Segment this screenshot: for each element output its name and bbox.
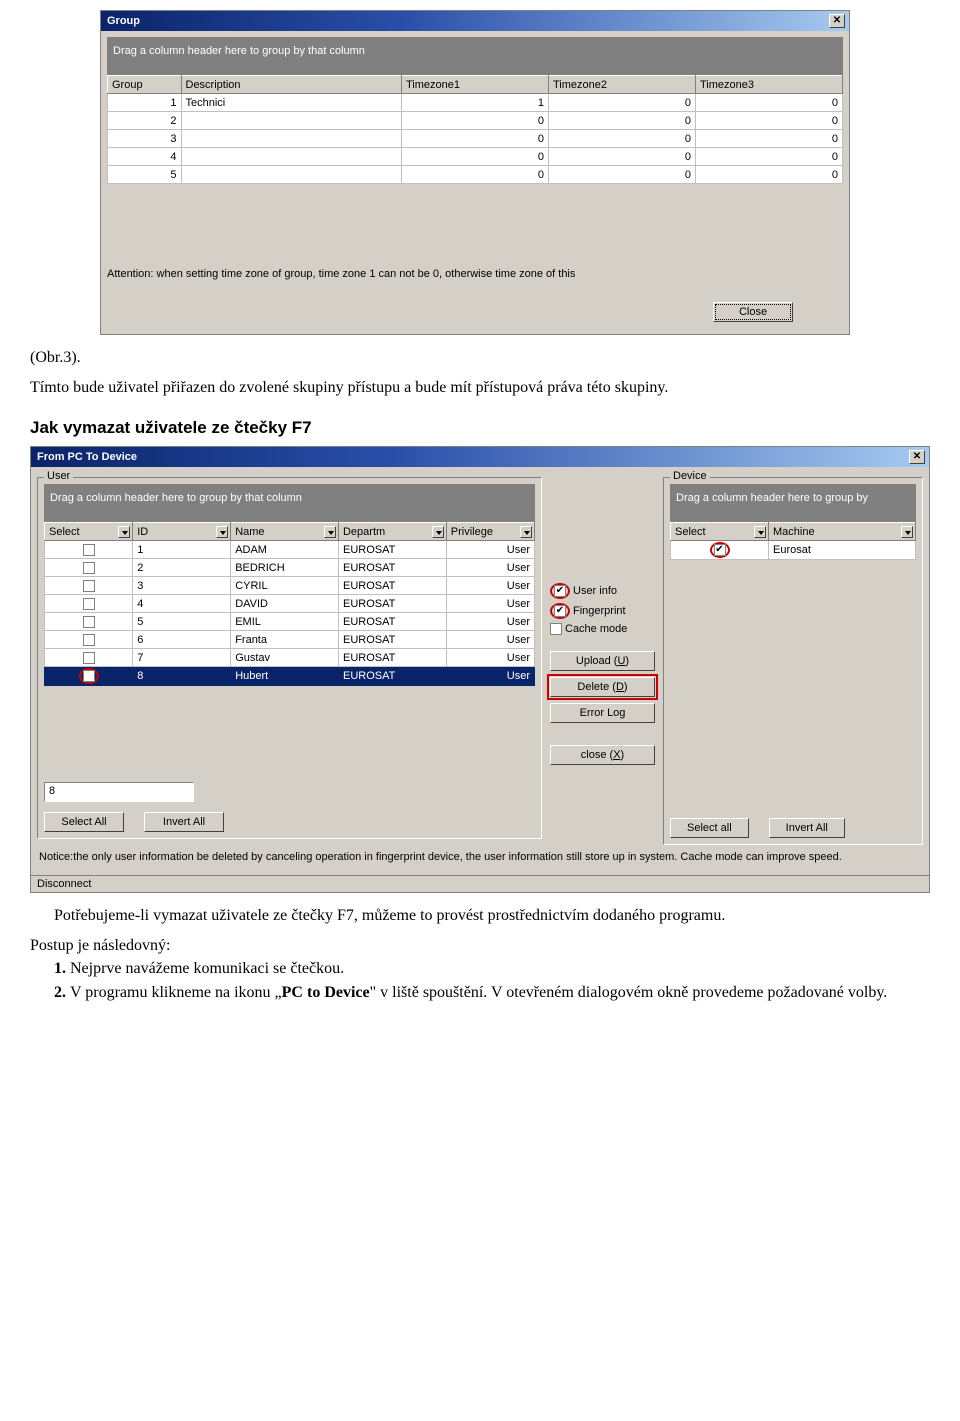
- table-row[interactable]: 5000: [108, 166, 843, 184]
- row-select-checkbox[interactable]: [45, 559, 133, 577]
- table-header-row: Group Description Timezone1 Timezone2 Ti…: [108, 76, 843, 94]
- table-row[interactable]: 3CYRILEUROSATUser: [45, 577, 535, 595]
- notice-text: Notice:the only user information be dele…: [37, 845, 923, 869]
- table-row[interactable]: 4DAVIDEUROSATUser: [45, 595, 535, 613]
- col-select[interactable]: Select: [45, 523, 133, 541]
- step-1: 1. Nejprve navážeme komunikaci se čtečko…: [30, 958, 930, 980]
- close-button[interactable]: close (X): [550, 745, 655, 765]
- dropdown-icon[interactable]: [754, 526, 766, 538]
- fingerprint-checkbox[interactable]: ✔Fingerprint: [550, 603, 655, 619]
- para-assign: Tímto bude uživatel přiřazen do zvolené …: [30, 377, 930, 399]
- col-group[interactable]: Group: [108, 76, 182, 94]
- col-tz1[interactable]: Timezone1: [402, 76, 549, 94]
- caption-obr3: (Obr.3).: [30, 347, 930, 369]
- dropdown-icon[interactable]: [432, 526, 444, 538]
- dropdown-icon[interactable]: [324, 526, 336, 538]
- table-row[interactable]: 4000: [108, 148, 843, 166]
- table-row[interactable]: 3000: [108, 130, 843, 148]
- row-select-checkbox[interactable]: [45, 613, 133, 631]
- table-row[interactable]: 2BEDRICHEUROSATUser: [45, 559, 535, 577]
- col-tz2[interactable]: Timezone2: [549, 76, 696, 94]
- count-input[interactable]: 8: [44, 782, 194, 802]
- col-machine[interactable]: Machine: [769, 523, 916, 541]
- table-row[interactable]: 2000: [108, 112, 843, 130]
- dropdown-icon[interactable]: [520, 526, 532, 538]
- row-select-checkbox[interactable]: [45, 631, 133, 649]
- col-select[interactable]: Select: [671, 523, 769, 541]
- table-row[interactable]: 1Technici100: [108, 94, 843, 112]
- table-row[interactable]: ✔Eurosat: [671, 541, 916, 560]
- device-group-label: Device: [670, 470, 710, 482]
- col-name[interactable]: Name: [231, 523, 339, 541]
- delete-button[interactable]: Delete (D): [550, 677, 655, 697]
- col-description[interactable]: Description: [181, 76, 402, 94]
- group-drag-hint[interactable]: Drag a column header here to group by th…: [107, 37, 843, 75]
- table-header-row: Select Machine: [671, 523, 916, 541]
- window-title: Group: [107, 15, 140, 27]
- invert-all-button[interactable]: Invert All: [769, 818, 845, 838]
- row-select-checkbox[interactable]: [45, 649, 133, 667]
- errorlog-button[interactable]: Error Log: [550, 703, 655, 723]
- col-tz3[interactable]: Timezone3: [696, 76, 843, 94]
- invert-all-button[interactable]: Invert All: [144, 812, 224, 832]
- close-button[interactable]: Close: [713, 302, 793, 322]
- table-header-row: Select ID Name Departm Privilege: [45, 523, 535, 541]
- row-select-checkbox[interactable]: [45, 595, 133, 613]
- row-select-checkbox[interactable]: ✔: [45, 667, 133, 686]
- table-row[interactable]: 1ADAMEUROSATUser: [45, 541, 535, 559]
- user-table: Select ID Name Departm Privilege 1ADAMEU…: [44, 522, 535, 686]
- col-department[interactable]: Departm: [338, 523, 446, 541]
- heading-delete: Jak vymazat uživatele ze čtečky F7: [30, 418, 930, 438]
- device-drag-hint[interactable]: Drag a column header here to group by: [670, 484, 916, 522]
- pc-to-device-dialog: From PC To Device ✕ User Drag a column h…: [30, 446, 930, 893]
- user-group-label: User: [44, 470, 73, 482]
- middle-controls: ✔User info ✔Fingerprint Cache mode Uploa…: [550, 473, 655, 771]
- row-select-checkbox[interactable]: ✔: [671, 541, 769, 560]
- row-select-checkbox[interactable]: [45, 577, 133, 595]
- step-2: 2. V programu klikneme na ikonu „PC to D…: [30, 982, 930, 1004]
- cachemode-checkbox[interactable]: Cache mode: [550, 623, 655, 635]
- table-row[interactable]: ✔8HubertEUROSATUser: [45, 667, 535, 686]
- group-dialog: Group ✕ Drag a column header here to gro…: [100, 10, 850, 335]
- col-id[interactable]: ID: [133, 523, 231, 541]
- para-steps-intro: Postup je následovný:: [30, 935, 930, 957]
- user-groupbox: User Drag a column header here to group …: [37, 477, 542, 839]
- table-row[interactable]: 6FrantaEUROSATUser: [45, 631, 535, 649]
- dropdown-icon[interactable]: [901, 526, 913, 538]
- titlebar[interactable]: Group ✕: [101, 11, 849, 31]
- attention-text: Attention: when setting time zone of gro…: [107, 264, 843, 284]
- dropdown-icon[interactable]: [118, 526, 130, 538]
- upload-button[interactable]: Upload (U): [550, 651, 655, 671]
- statusbar: Disconnect: [31, 875, 929, 892]
- titlebar[interactable]: From PC To Device ✕: [31, 447, 929, 467]
- device-table: Select Machine ✔Eurosat: [670, 522, 916, 560]
- close-icon[interactable]: ✕: [829, 14, 845, 28]
- user-drag-hint[interactable]: Drag a column header here to group by th…: [44, 484, 535, 522]
- window-title: From PC To Device: [37, 451, 137, 463]
- device-groupbox: Device Drag a column header here to grou…: [663, 477, 923, 845]
- para-need: Potřebujeme-li vymazat uživatele ze čteč…: [30, 905, 930, 927]
- close-icon[interactable]: ✕: [909, 450, 925, 464]
- userinfo-checkbox[interactable]: ✔User info: [550, 583, 655, 599]
- dropdown-icon[interactable]: [216, 526, 228, 538]
- col-privilege[interactable]: Privilege: [446, 523, 534, 541]
- select-all-button[interactable]: Select all: [670, 818, 749, 838]
- select-all-button[interactable]: Select All: [44, 812, 124, 832]
- table-row[interactable]: 7GustavEUROSATUser: [45, 649, 535, 667]
- table-row[interactable]: 5EMILEUROSATUser: [45, 613, 535, 631]
- row-select-checkbox[interactable]: [45, 541, 133, 559]
- group-table: Group Description Timezone1 Timezone2 Ti…: [107, 75, 843, 184]
